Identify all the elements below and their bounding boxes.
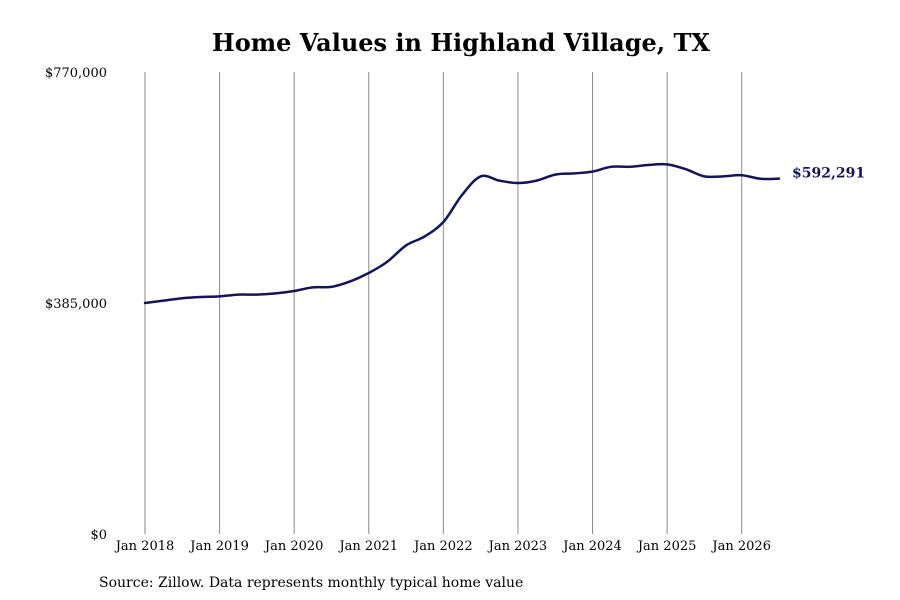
grid-lines [144, 72, 743, 534]
series-layer [143, 162, 781, 305]
source-note: Source: Zillow. Data represents monthly … [99, 575, 523, 591]
x-tick-label: Jan 2022 [412, 539, 473, 554]
end-value-label: $592,291 [792, 166, 865, 182]
series-line [143, 162, 781, 305]
x-tick-label: Jan 2020 [263, 539, 324, 554]
y-tick-label: $770,000 [45, 66, 107, 81]
x-tick-label: Jan 2024 [561, 539, 622, 554]
x-tick-label: Jan 2025 [636, 539, 697, 554]
x-axis-ticks: Jan 2018 Jan 2019 Jan 2020 Jan 2021 Jan 2022… [114, 539, 771, 554]
y-axis-ticks: $0 $385,000 $770,000 [45, 66, 107, 543]
y-tick-label: $385,000 [45, 297, 107, 312]
x-tick-label: Jan 2021 [337, 539, 398, 554]
x-tick-label: Jan 2023 [487, 539, 548, 554]
x-tick-label: Jan 2019 [188, 539, 249, 554]
x-tick-label: Jan 2018 [114, 539, 175, 554]
y-tick-label: $0 [90, 528, 107, 543]
x-tick-label: Jan 2026 [710, 539, 771, 554]
chart-title: Home Values in Highland Village, TX [212, 28, 710, 57]
